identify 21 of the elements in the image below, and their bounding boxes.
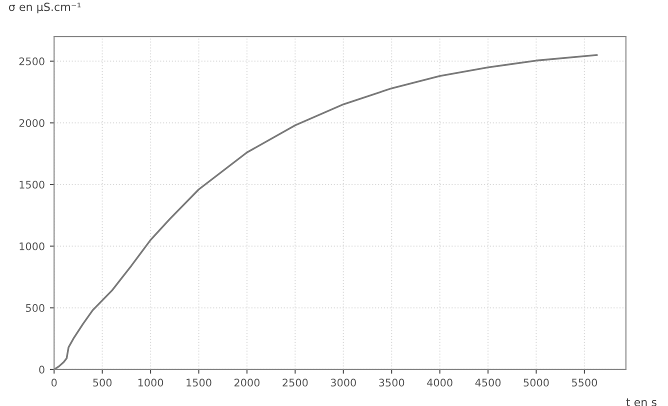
- x-tick-label: 0: [51, 378, 57, 387]
- x-tick-label: 5500: [572, 378, 598, 387]
- y-tick-label: 1000: [20, 242, 44, 250]
- x-tick-label: 4500: [475, 378, 501, 387]
- y-tick-label: 2000: [19, 119, 44, 127]
- y-tick-label: 0: [39, 366, 44, 374]
- x-tick-label: 2000: [234, 378, 260, 387]
- x-tick-label: 3500: [379, 378, 404, 387]
- x-tick-label: 500: [93, 378, 112, 387]
- y-tick-label: 500: [26, 304, 44, 312]
- x-tick-label: 1500: [186, 378, 212, 387]
- y-tick-label: 2500: [19, 57, 44, 66]
- x-axis-title: t en s: [626, 398, 656, 406]
- y-axis-title: σ en µS.cm⁻¹: [8, 2, 81, 14]
- x-tick-label: 3000: [330, 378, 356, 387]
- x-tick-label: 1000: [138, 378, 164, 387]
- x-tick-label: 2500: [282, 378, 308, 387]
- x-tick-label: 5000: [524, 378, 549, 387]
- x-tick-label: 4000: [427, 378, 452, 387]
- line-series: [54, 54, 598, 370]
- y-tick-label: 1500: [20, 180, 44, 189]
